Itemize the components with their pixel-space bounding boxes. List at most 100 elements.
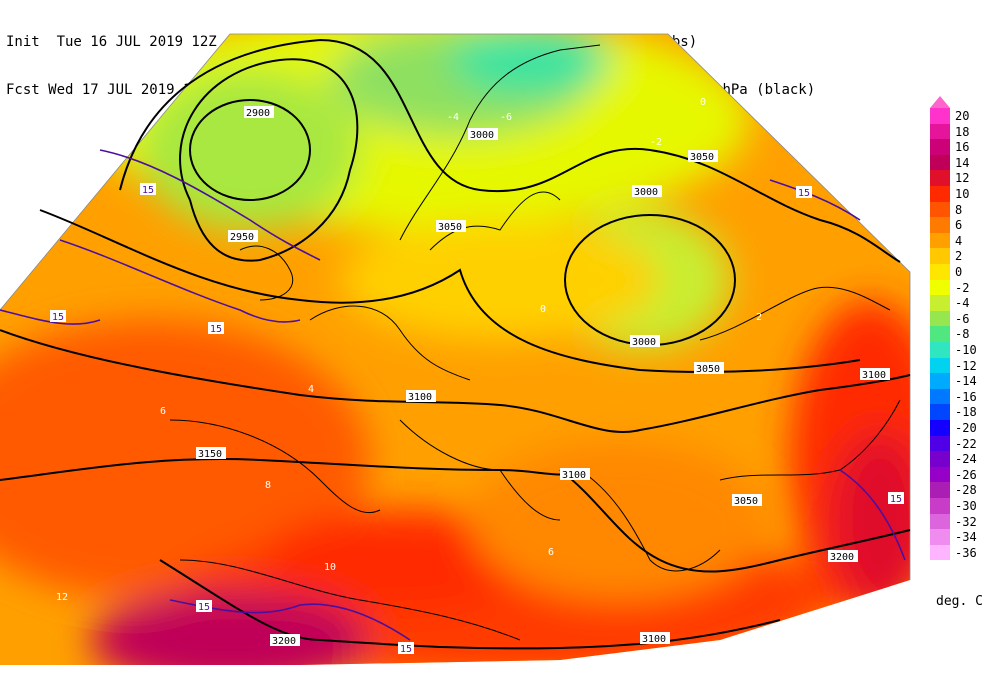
legend-label: -36	[955, 545, 977, 560]
legend-swatch	[930, 466, 950, 483]
temp-label: 2	[756, 312, 762, 323]
legend-swatch	[930, 544, 950, 561]
legend-swatch	[930, 357, 950, 374]
legend-label: 14	[955, 155, 970, 170]
legend-label: -8	[955, 327, 970, 342]
svg-text:3000: 3000	[470, 130, 494, 141]
legend-item: 16	[930, 139, 990, 155]
height-label: 3150	[196, 447, 226, 460]
svg-text:3000: 3000	[632, 337, 656, 348]
temp-label: 12	[56, 592, 68, 603]
legend-swatch	[930, 420, 950, 436]
legend-item: -36	[930, 544, 990, 561]
legend-swatch	[930, 310, 950, 327]
wind-label: 15	[398, 642, 414, 655]
svg-text:3050: 3050	[438, 222, 462, 233]
legend-item: -30	[930, 498, 990, 514]
temp-label: -4	[447, 112, 459, 123]
legend-label: -26	[955, 467, 977, 482]
svg-text:0: 0	[540, 304, 546, 315]
height-label: 3200	[828, 550, 858, 563]
svg-text:6: 6	[548, 547, 554, 558]
legend-swatch	[930, 529, 950, 545]
legend-item: -28	[930, 482, 990, 498]
svg-text:3100: 3100	[408, 392, 432, 403]
svg-text:8: 8	[265, 480, 271, 491]
legend-item: -4	[930, 295, 990, 311]
height-label: 2900	[244, 106, 274, 119]
legend-swatch	[930, 435, 950, 452]
legend-item: -8	[930, 326, 990, 342]
svg-text:3100: 3100	[642, 634, 666, 645]
svg-text:3050: 3050	[696, 364, 720, 375]
legend-label: -20	[955, 421, 977, 435]
temp-label: 0	[540, 304, 546, 315]
legend-item: -2	[930, 279, 990, 296]
temp-label: 10	[324, 562, 336, 573]
legend-label: 4	[955, 233, 963, 248]
legend-swatch	[930, 201, 950, 218]
legend-label: 12	[955, 171, 970, 186]
legend-label: -16	[955, 389, 977, 404]
legend-item: 14	[930, 154, 990, 171]
legend-label: 20	[955, 109, 970, 123]
svg-text:15: 15	[798, 188, 810, 199]
legend-label: -22	[955, 436, 977, 451]
legend-swatch	[930, 139, 950, 155]
legend-swatch	[930, 373, 950, 389]
svg-text:3100: 3100	[862, 370, 886, 381]
legend-label: 0	[955, 265, 963, 279]
legend-label: 16	[955, 140, 970, 155]
temp-label: 6	[548, 547, 554, 558]
height-label: 3200	[270, 634, 300, 647]
svg-text:15: 15	[210, 324, 222, 335]
legend-swatch	[930, 451, 950, 467]
svg-text:-6: -6	[500, 112, 512, 123]
height-label: 3100	[406, 390, 436, 403]
legend-label: -10	[955, 343, 977, 357]
legend-swatch	[930, 342, 950, 358]
legend-label: -34	[955, 530, 977, 545]
legend-swatch	[930, 498, 950, 514]
wind-label: 15	[888, 492, 904, 505]
legend-item: 20	[930, 108, 990, 124]
svg-text:3000: 3000	[634, 187, 658, 198]
legend-item: -14	[930, 373, 990, 389]
svg-text:2900: 2900	[246, 108, 270, 119]
legend-item: -26	[930, 466, 990, 483]
legend-item: 0	[930, 264, 990, 280]
height-label: 3000	[630, 335, 660, 348]
legend-item: 8	[930, 201, 990, 218]
svg-text:3100: 3100	[562, 470, 586, 481]
temp-label: -6	[500, 112, 512, 123]
legend-item: -12	[930, 357, 990, 374]
legend-label: -14	[955, 374, 977, 389]
legend-swatch	[930, 482, 950, 498]
svg-text:3050: 3050	[734, 496, 758, 507]
svg-text:15: 15	[142, 185, 154, 196]
svg-text:12: 12	[56, 592, 68, 603]
height-label: 3050	[436, 220, 466, 233]
legend-swatch	[930, 404, 950, 420]
legend-item: -10	[930, 342, 990, 358]
temp-label: -2	[650, 137, 662, 148]
legend-label: -12	[955, 358, 977, 373]
legend-swatch	[930, 326, 950, 342]
legend-label: 2	[955, 249, 963, 264]
map-boundary	[0, 33, 911, 580]
height-label: 3100	[560, 468, 590, 481]
legend-item: -22	[930, 435, 990, 452]
legend-label: 10	[955, 187, 970, 201]
legend-item: -20	[930, 420, 990, 436]
height-label: 3000	[468, 128, 498, 141]
legend-item: -18	[930, 404, 990, 420]
legend-label: -30	[955, 499, 977, 513]
height-label: 3050	[732, 494, 762, 507]
legend-label: 18	[955, 124, 970, 139]
legend-swatch	[930, 513, 950, 530]
svg-text:15: 15	[890, 494, 902, 505]
legend-item: -32	[930, 513, 990, 530]
svg-text:-4: -4	[447, 112, 459, 123]
svg-text:3150: 3150	[198, 449, 222, 460]
legend-swatch	[930, 154, 950, 171]
